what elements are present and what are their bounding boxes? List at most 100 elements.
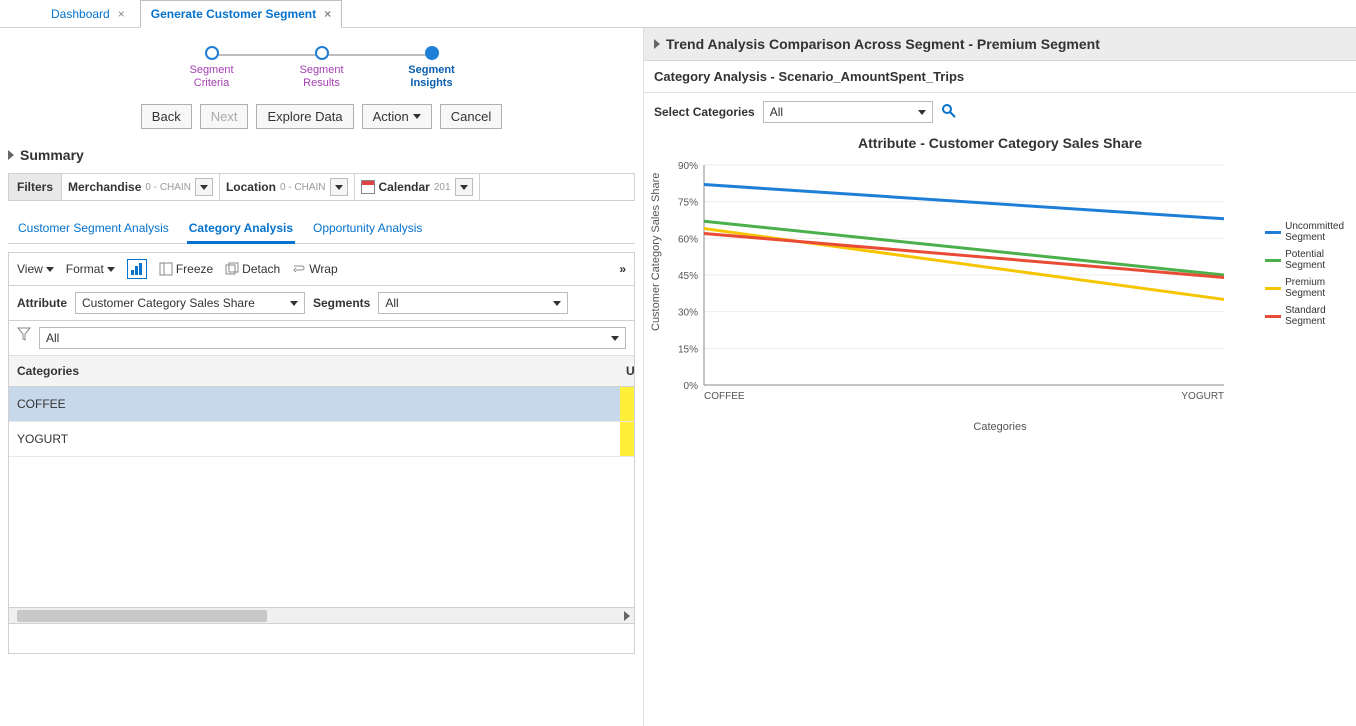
view-menu[interactable]: View [17, 262, 54, 276]
indicator-cell [620, 387, 634, 421]
select-categories-label: Select Categories [654, 105, 755, 119]
cell-category: YOGURT [9, 422, 620, 456]
explore-data-button[interactable]: Explore Data [256, 104, 353, 129]
close-icon[interactable]: × [324, 7, 331, 21]
trend-header[interactable]: Trend Analysis Comparison Across Segment… [644, 28, 1356, 61]
svg-text:90%: 90% [678, 161, 698, 172]
table-toolbar: View Format Freeze Detach Wrap » [8, 252, 635, 286]
wizard-step-results[interactable]: SegmentResults [267, 46, 377, 90]
col-u[interactable]: U [618, 356, 634, 386]
filter-location[interactable]: Location 0 - CHAIN [220, 174, 355, 200]
legend-item: PremiumSegment [1265, 277, 1344, 299]
line-chart: 0%15%30%45%60%75%90%COFFEEYOGURT [654, 155, 1334, 415]
table-row[interactable]: YOGURT [9, 422, 634, 457]
attribute-label: Attribute [17, 296, 67, 310]
wizard-line [212, 54, 322, 56]
legend-item: UncommittedSegment [1265, 221, 1344, 243]
tab-generate-segment[interactable]: Generate Customer Segment × [140, 0, 342, 28]
caret-down-icon [553, 301, 561, 306]
wizard-step-insights[interactable]: SegmentInsights [377, 46, 487, 90]
caret-down-icon[interactable] [330, 178, 348, 196]
legend-item: StandardSegment [1265, 305, 1344, 327]
expand-icon [8, 150, 14, 160]
detach-button[interactable]: Detach [225, 262, 280, 276]
caret-down-icon [611, 336, 619, 341]
cancel-button[interactable]: Cancel [440, 104, 502, 129]
horizontal-scrollbar[interactable] [9, 607, 634, 623]
next-button[interactable]: Next [200, 104, 249, 129]
step-circle-icon [315, 46, 329, 60]
svg-text:COFFEE: COFFEE [704, 391, 745, 402]
search-icon[interactable] [941, 103, 957, 122]
caret-down-icon [918, 110, 926, 115]
legend-item: PotentialSegment [1265, 249, 1344, 271]
wrap-button[interactable]: Wrap [292, 262, 337, 276]
tab-category-analysis[interactable]: Category Analysis [187, 215, 295, 244]
chart-legend: UncommittedSegment PotentialSegment Premiu… [1265, 221, 1344, 333]
caret-down-icon [413, 114, 421, 119]
tab-opportunity-analysis[interactable]: Opportunity Analysis [311, 215, 424, 243]
tab-customer-segment-analysis[interactable]: Customer Segment Analysis [16, 215, 171, 243]
action-buttons: Back Next Explore Data Action Cancel [0, 104, 643, 129]
select-categories-row: Select Categories All [644, 93, 1356, 131]
y-axis-label: Customer Category Sales Share [650, 173, 662, 331]
panel-subtitle: Category Analysis - Scenario_AmountSpent… [644, 61, 1356, 93]
step-label: SegmentCriteria [189, 64, 233, 90]
more-button[interactable]: » [619, 262, 626, 276]
table-head: Categories U [9, 356, 634, 387]
tab-dashboard[interactable]: Dashboard × [40, 0, 136, 28]
chart-view-icon[interactable] [127, 259, 147, 279]
chart-title: Attribute - Customer Category Sales Shar… [654, 135, 1346, 151]
step-circle-icon [205, 46, 219, 60]
table: All Categories U COFFEE YOGURT [8, 321, 635, 654]
svg-text:15%: 15% [678, 344, 698, 355]
back-button[interactable]: Back [141, 104, 192, 129]
analysis-tabs: Customer Segment Analysis Category Analy… [8, 207, 635, 244]
segments-select[interactable]: All [378, 292, 568, 314]
svg-text:0%: 0% [684, 381, 699, 392]
right-pane: Trend Analysis Comparison Across Segment… [644, 28, 1356, 726]
summary-header[interactable]: Summary [0, 141, 643, 169]
indicator-cell [620, 422, 634, 456]
svg-text:75%: 75% [678, 198, 698, 209]
filter-icon[interactable] [17, 327, 31, 341]
table-row[interactable]: COFFEE [9, 387, 634, 422]
caret-down-icon [290, 301, 298, 306]
freeze-button[interactable]: Freeze [159, 262, 213, 276]
step-circle-icon [425, 46, 439, 60]
step-label: SegmentResults [299, 64, 343, 90]
attribute-select[interactable]: Customer Category Sales Share [75, 292, 305, 314]
caret-down-icon[interactable] [195, 178, 213, 196]
col-categories[interactable]: Categories [9, 356, 618, 386]
wrap-icon [292, 262, 306, 276]
detach-icon [225, 262, 239, 276]
svg-text:60%: 60% [678, 234, 698, 245]
attribute-row: Attribute Customer Category Sales Share … [8, 286, 635, 321]
svg-text:30%: 30% [678, 308, 698, 319]
x-axis-label: Categories [654, 421, 1346, 433]
format-menu[interactable]: Format [66, 262, 115, 276]
filter-calendar[interactable]: Calendar 201 [355, 174, 480, 200]
filters-row: Filters Merchandise 0 - CHAIN Location 0… [8, 173, 635, 201]
panel-title: Trend Analysis Comparison Across Segment… [666, 36, 1100, 52]
filters-label: Filters [9, 174, 62, 200]
chart-area: Attribute - Customer Category Sales Shar… [644, 131, 1356, 726]
step-label: SegmentInsights [408, 64, 454, 90]
freeze-icon [159, 262, 173, 276]
close-icon[interactable]: × [118, 7, 125, 21]
wizard: SegmentCriteria SegmentResults SegmentIn… [0, 46, 643, 90]
select-categories[interactable]: All [763, 101, 933, 123]
left-pane: SegmentCriteria SegmentResults SegmentIn… [0, 28, 644, 726]
cell-category: COFFEE [9, 387, 620, 421]
svg-text:YOGURT: YOGURT [1181, 391, 1224, 402]
action-button[interactable]: Action [362, 104, 432, 129]
tab-label: Generate Customer Segment [151, 7, 316, 21]
tab-label: Dashboard [51, 7, 110, 21]
wizard-step-criteria[interactable]: SegmentCriteria [157, 46, 267, 90]
caret-down-icon[interactable] [455, 178, 473, 196]
section-title: Summary [20, 147, 84, 163]
wizard-line [322, 54, 432, 56]
category-filter-select[interactable]: All [39, 327, 626, 349]
filter-merchandise[interactable]: Merchandise 0 - CHAIN [62, 174, 220, 200]
segments-label: Segments [313, 296, 370, 310]
